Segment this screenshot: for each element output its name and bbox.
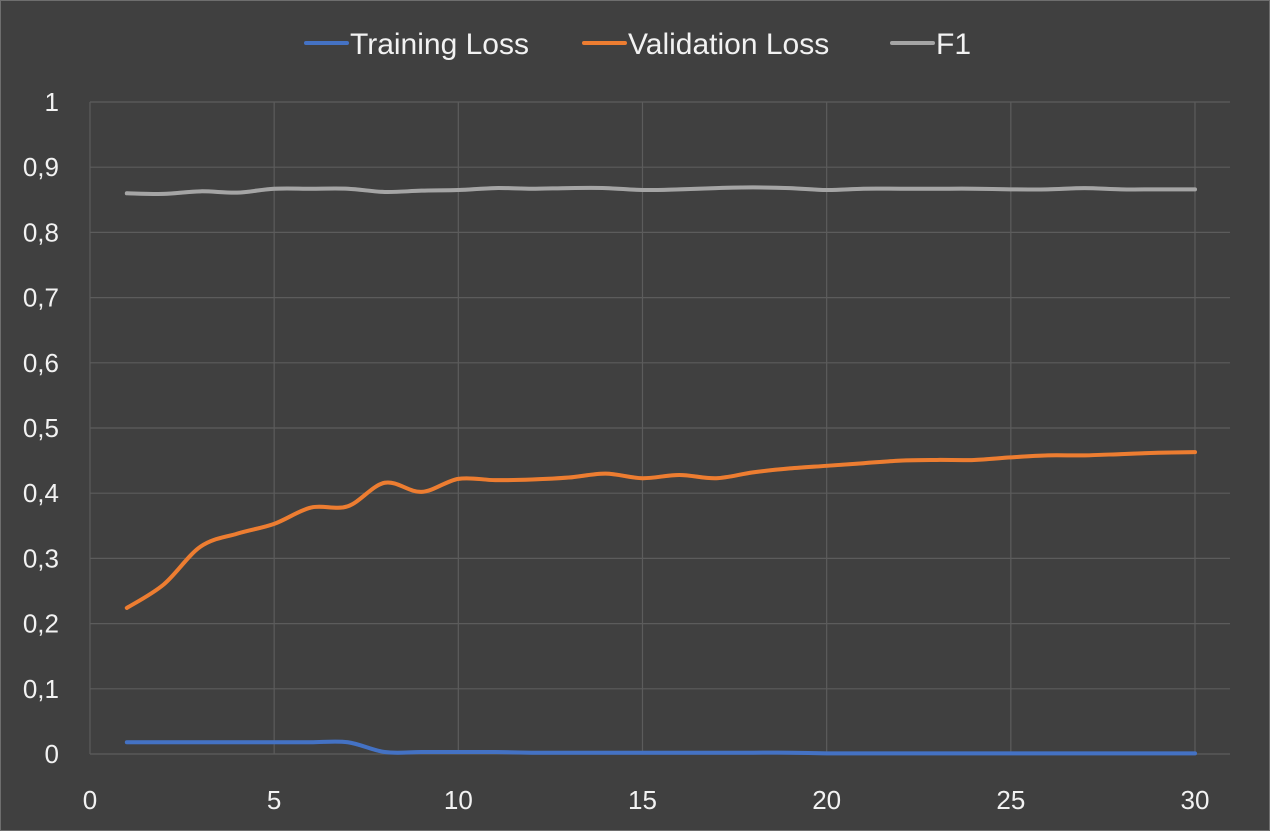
y-tick-label: 0,4	[23, 478, 59, 508]
y-tick-label: 0,5	[23, 413, 59, 443]
series-lines	[124, 185, 1197, 756]
x-tick-label: 0	[83, 785, 97, 815]
x-tick-label: 10	[444, 785, 473, 815]
y-tick-label: 0,7	[23, 283, 59, 313]
y-tick-label: 0,2	[23, 609, 59, 639]
y-tick-label: 0,6	[23, 348, 59, 378]
f1-line	[124, 185, 1197, 197]
y-tick-label: 0,8	[23, 217, 59, 247]
x-tick-label: 25	[996, 785, 1025, 815]
y-tick-label: 1	[45, 87, 59, 117]
legend-label-f1: F1	[936, 28, 971, 61]
legend-label-training-loss: Training Loss	[350, 28, 529, 61]
x-tick-label: 20	[812, 785, 841, 815]
y-tick-label: 0,1	[23, 674, 59, 704]
training-loss-line	[124, 739, 1197, 756]
axis-labels: 00,10,20,30,40,50,60,70,80,910 5 10 15 20 25 3…	[23, 87, 1210, 815]
y-tick-label: 0,3	[23, 543, 59, 573]
x-tick-label: 15	[628, 785, 657, 815]
y-tick-label: 0,9	[23, 152, 59, 182]
grid	[89, 101, 1230, 755]
x-tick-label: 30	[1181, 785, 1210, 815]
legend: Training Loss Validation Loss F1	[304, 28, 971, 61]
x-tick-label: 5	[267, 785, 281, 815]
validation-loss-line	[124, 450, 1197, 610]
legend-label-validation-loss: Validation Loss	[628, 28, 829, 61]
y-tick-label: 0	[45, 739, 59, 769]
